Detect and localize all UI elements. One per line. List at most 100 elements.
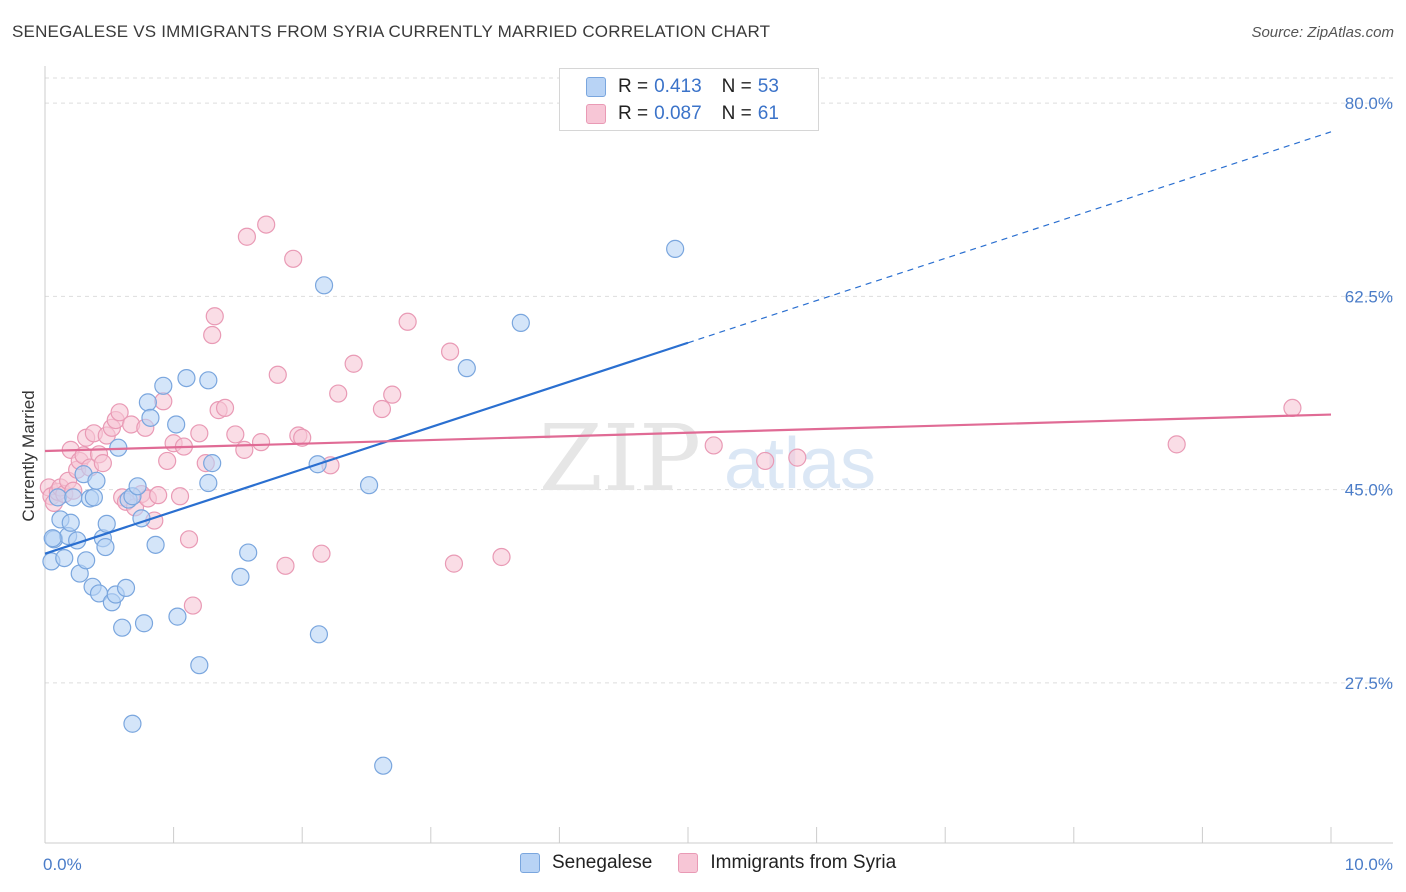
senegalese-point [48, 488, 67, 507]
senegalese-point [134, 614, 154, 633]
legend-r-label: R = [618, 103, 649, 124]
bottom-legend-swatch-blue [520, 853, 540, 873]
syria-point [704, 436, 723, 455]
syria-point [344, 354, 363, 373]
senegalese-point [457, 359, 476, 378]
syria-point [329, 384, 348, 403]
syria-point [372, 399, 392, 419]
syria-point [226, 425, 245, 444]
bottom-legend-label: Senegalese [552, 852, 653, 873]
syria-point [203, 325, 222, 345]
syria-point [284, 249, 303, 268]
syria-point [154, 392, 173, 411]
syria-point [237, 227, 257, 246]
syria-point [383, 385, 402, 404]
legend-swatch-blue [586, 77, 606, 97]
chart-title: SENEGALESE VS IMMIGRANTS FROM SYRIA CURR… [12, 22, 771, 41]
legend: R = 0.413 N = 53 R = 0.087 N = 61 [559, 68, 819, 131]
y-axis-label: Currently Married [19, 390, 38, 521]
y-tick-label: 62.5% [1345, 287, 1393, 306]
senegalese-point [190, 656, 209, 675]
trend-lines [44, 131, 1332, 555]
senegalese-point [61, 513, 80, 532]
senegalese-point [309, 625, 329, 644]
senegalese-point [113, 618, 132, 637]
senegalese-point [177, 368, 196, 388]
syria-point [398, 312, 417, 331]
senegalese-point [84, 488, 103, 507]
syria-point [179, 530, 199, 549]
senegalese-point [96, 537, 115, 557]
legend-n-label: N = [721, 76, 752, 97]
senegalese-point [168, 607, 187, 626]
bottom-legend-swatch-pink [678, 853, 699, 873]
syria-point [268, 365, 287, 384]
senegalese-point [199, 371, 218, 390]
syria-point [149, 486, 168, 505]
tick-labels: 27.5% 45.0% 62.5% 80.0% 0.0% 10.0% [43, 94, 1393, 874]
senegalese-point [239, 543, 258, 562]
senegalese-point [167, 415, 186, 434]
syria-point [788, 448, 807, 467]
y-tick-label: 80.0% [1345, 94, 1393, 113]
syria-point [215, 398, 235, 418]
legend-r-value: 0.087 [654, 103, 702, 124]
syria-point [440, 342, 460, 361]
chart-source: Source: ZipAtlas.com [1251, 24, 1394, 41]
bottom-legend-label: Immigrants from Syria [710, 852, 897, 873]
senegalese-point [123, 714, 142, 733]
senegalese-point [64, 488, 83, 507]
senegalese-point [314, 276, 334, 295]
senegalese-point [97, 514, 116, 533]
syria-point [190, 424, 209, 443]
syria-point [1167, 435, 1186, 454]
syria-point [1283, 398, 1302, 418]
grid-lines [45, 77, 1393, 684]
legend-row-syria: R = 0.087 N = 61 [586, 101, 779, 127]
y-tick-label: 45.0% [1345, 481, 1393, 500]
syria-point [257, 215, 276, 234]
senegalese-point [128, 477, 147, 496]
syria-point [110, 403, 129, 422]
syria-trend-line [44, 413, 1332, 453]
x-tick-label-max: 10.0% [1345, 855, 1393, 874]
senegalese-point [154, 376, 173, 395]
syria-point [170, 487, 190, 506]
syria-point [276, 556, 295, 575]
senegalese-trend-line [44, 341, 689, 555]
legend-swatch-pink [586, 104, 606, 124]
senegalese-point [141, 408, 160, 427]
syria-point [756, 451, 775, 471]
legend-row-senegalese: R = 0.413 N = 53 [586, 74, 779, 100]
watermark-zip: ZIP [539, 405, 701, 512]
legend-n-value: 61 [757, 103, 779, 124]
legend-r-value: 0.413 [654, 76, 702, 97]
syria-point [492, 547, 511, 567]
syria-point [93, 454, 112, 473]
bottom-legend-senegalese: Senegalese [520, 852, 652, 874]
senegalese-point [511, 313, 530, 332]
syria-point [183, 596, 202, 615]
senegalese-point [666, 239, 685, 258]
syria-point [444, 554, 464, 573]
series-senegalese-points [42, 239, 685, 775]
bottom-legend-syria: Immigrants from Syria [678, 852, 896, 874]
senegalese-point [43, 529, 62, 548]
legend-r-label: R = [618, 76, 649, 97]
syria-point [205, 307, 224, 326]
senegalese-point [77, 551, 96, 570]
syria-point [251, 433, 271, 452]
senegalese-trend-extension [687, 131, 1332, 344]
syria-point [235, 440, 254, 459]
senegalese-point [359, 476, 379, 495]
senegalese-point [203, 454, 222, 473]
syria-point [312, 544, 331, 563]
senegalese-point [116, 578, 136, 598]
senegalese-point [55, 548, 74, 568]
syria-point [158, 451, 177, 471]
legend-n-value: 53 [757, 76, 779, 97]
bottom-legend: Senegalese Immigrants from Syria [520, 852, 922, 874]
watermark: ZIP atlas [539, 405, 876, 512]
senegalese-point [199, 473, 218, 493]
